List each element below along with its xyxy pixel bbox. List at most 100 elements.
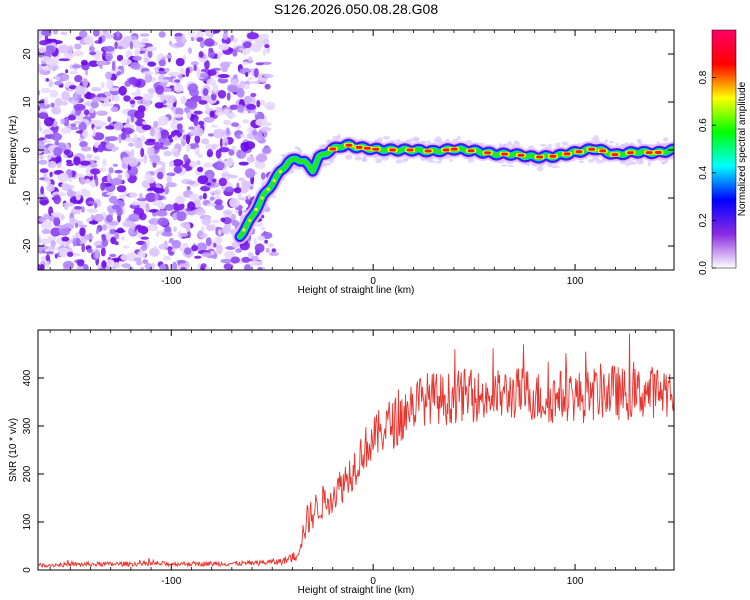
noise-blob	[179, 232, 189, 237]
spectrogram-x-tick-label: 0	[370, 276, 376, 287]
noise-blob	[157, 202, 166, 210]
noise-blob	[242, 119, 249, 124]
noise-blob	[40, 56, 52, 62]
noise-blob	[228, 175, 238, 179]
noise-blob	[65, 69, 69, 74]
noise-blob	[81, 243, 86, 253]
noise-blob	[190, 37, 195, 42]
noise-blob	[218, 229, 222, 236]
noise-blob	[247, 193, 251, 200]
noise-blob	[261, 61, 272, 65]
noise-blob	[150, 126, 155, 137]
noise-blob	[246, 103, 256, 110]
noise-blob	[201, 138, 209, 145]
noise-blob	[176, 259, 187, 264]
noise-blob	[120, 132, 127, 140]
noise-blob	[94, 55, 101, 60]
noise-blob	[187, 31, 196, 35]
snr-y-label: SNR (10 * v/v)	[8, 418, 19, 482]
ridge-hot-core	[467, 149, 475, 153]
noise-blob	[83, 234, 94, 240]
noise-blob	[134, 140, 143, 149]
noise-blob	[60, 118, 65, 125]
noise-blob	[104, 30, 109, 35]
noise-blob	[260, 126, 272, 132]
noise-blob	[223, 30, 228, 34]
noise-blob	[105, 125, 115, 130]
noise-blob	[638, 140, 643, 146]
noise-blob	[47, 235, 57, 241]
noise-blob	[136, 260, 143, 266]
noise-blob	[248, 56, 253, 63]
noise-blob	[142, 121, 146, 125]
noise-blob	[114, 241, 119, 246]
noise-blob	[235, 248, 243, 254]
noise-blob	[83, 35, 94, 45]
snr-y-tick-label: 100	[22, 513, 33, 530]
noise-blob	[101, 260, 107, 269]
noise-blob	[132, 55, 142, 61]
noise-blob	[120, 254, 129, 261]
noise-blob	[134, 225, 146, 230]
noise-blob	[128, 76, 138, 85]
noise-blob	[166, 175, 172, 185]
noise-blob	[46, 38, 58, 43]
noise-blob	[163, 255, 171, 261]
noise-blob	[207, 69, 217, 76]
noise-blob	[110, 106, 119, 113]
noise-blob	[38, 118, 41, 129]
noise-blob	[51, 124, 59, 134]
noise-blob	[38, 264, 43, 270]
noise-blob	[158, 137, 170, 144]
noise-blob	[267, 243, 275, 248]
noise-blob	[224, 250, 236, 260]
noise-blob	[247, 252, 254, 258]
noise-blob	[134, 118, 146, 127]
noise-blob	[67, 115, 76, 121]
noise-blob	[229, 112, 234, 120]
noise-blob	[140, 147, 145, 158]
noise-blob	[253, 111, 258, 115]
noise-blob	[126, 252, 138, 260]
noise-blob	[243, 95, 253, 104]
noise-blob	[238, 47, 245, 51]
noise-blob	[176, 265, 181, 270]
noise-blob	[210, 124, 218, 128]
noise-blob	[255, 118, 267, 127]
noise-blob	[144, 262, 152, 270]
spectrogram-y-tick-label: -20	[22, 238, 33, 253]
noise-blob	[507, 140, 512, 147]
noise-blob	[501, 164, 509, 167]
snr-y-tick-label: 200	[22, 465, 33, 482]
ridge-hot-core	[345, 143, 353, 147]
noise-blob	[196, 160, 201, 166]
noise-blob	[134, 96, 143, 100]
ridge-hot-core	[626, 151, 634, 155]
colorbar-gradient	[712, 30, 736, 268]
noise-blob	[68, 177, 73, 182]
noise-blob	[187, 83, 199, 93]
noise-blob	[78, 138, 84, 142]
noise-blob	[90, 214, 95, 220]
noise-blob	[516, 141, 521, 147]
noise-blob	[107, 116, 112, 123]
noise-blob	[209, 110, 215, 119]
noise-blob	[198, 51, 204, 58]
noise-blob	[194, 147, 200, 156]
noise-blob	[264, 101, 276, 111]
noise-blob	[254, 222, 264, 227]
noise-blob	[99, 66, 103, 70]
noise-blob	[212, 83, 218, 93]
noise-blob	[158, 67, 165, 72]
noise-blob	[44, 251, 54, 255]
noise-blob	[196, 242, 207, 252]
noise-blob	[50, 240, 56, 248]
noise-blob	[85, 178, 91, 184]
noise-blob	[262, 48, 267, 56]
noise-blob	[213, 128, 225, 139]
noise-blob	[39, 40, 49, 46]
noise-blob	[129, 192, 138, 199]
noise-blob	[233, 74, 238, 79]
noise-blob	[593, 135, 599, 139]
